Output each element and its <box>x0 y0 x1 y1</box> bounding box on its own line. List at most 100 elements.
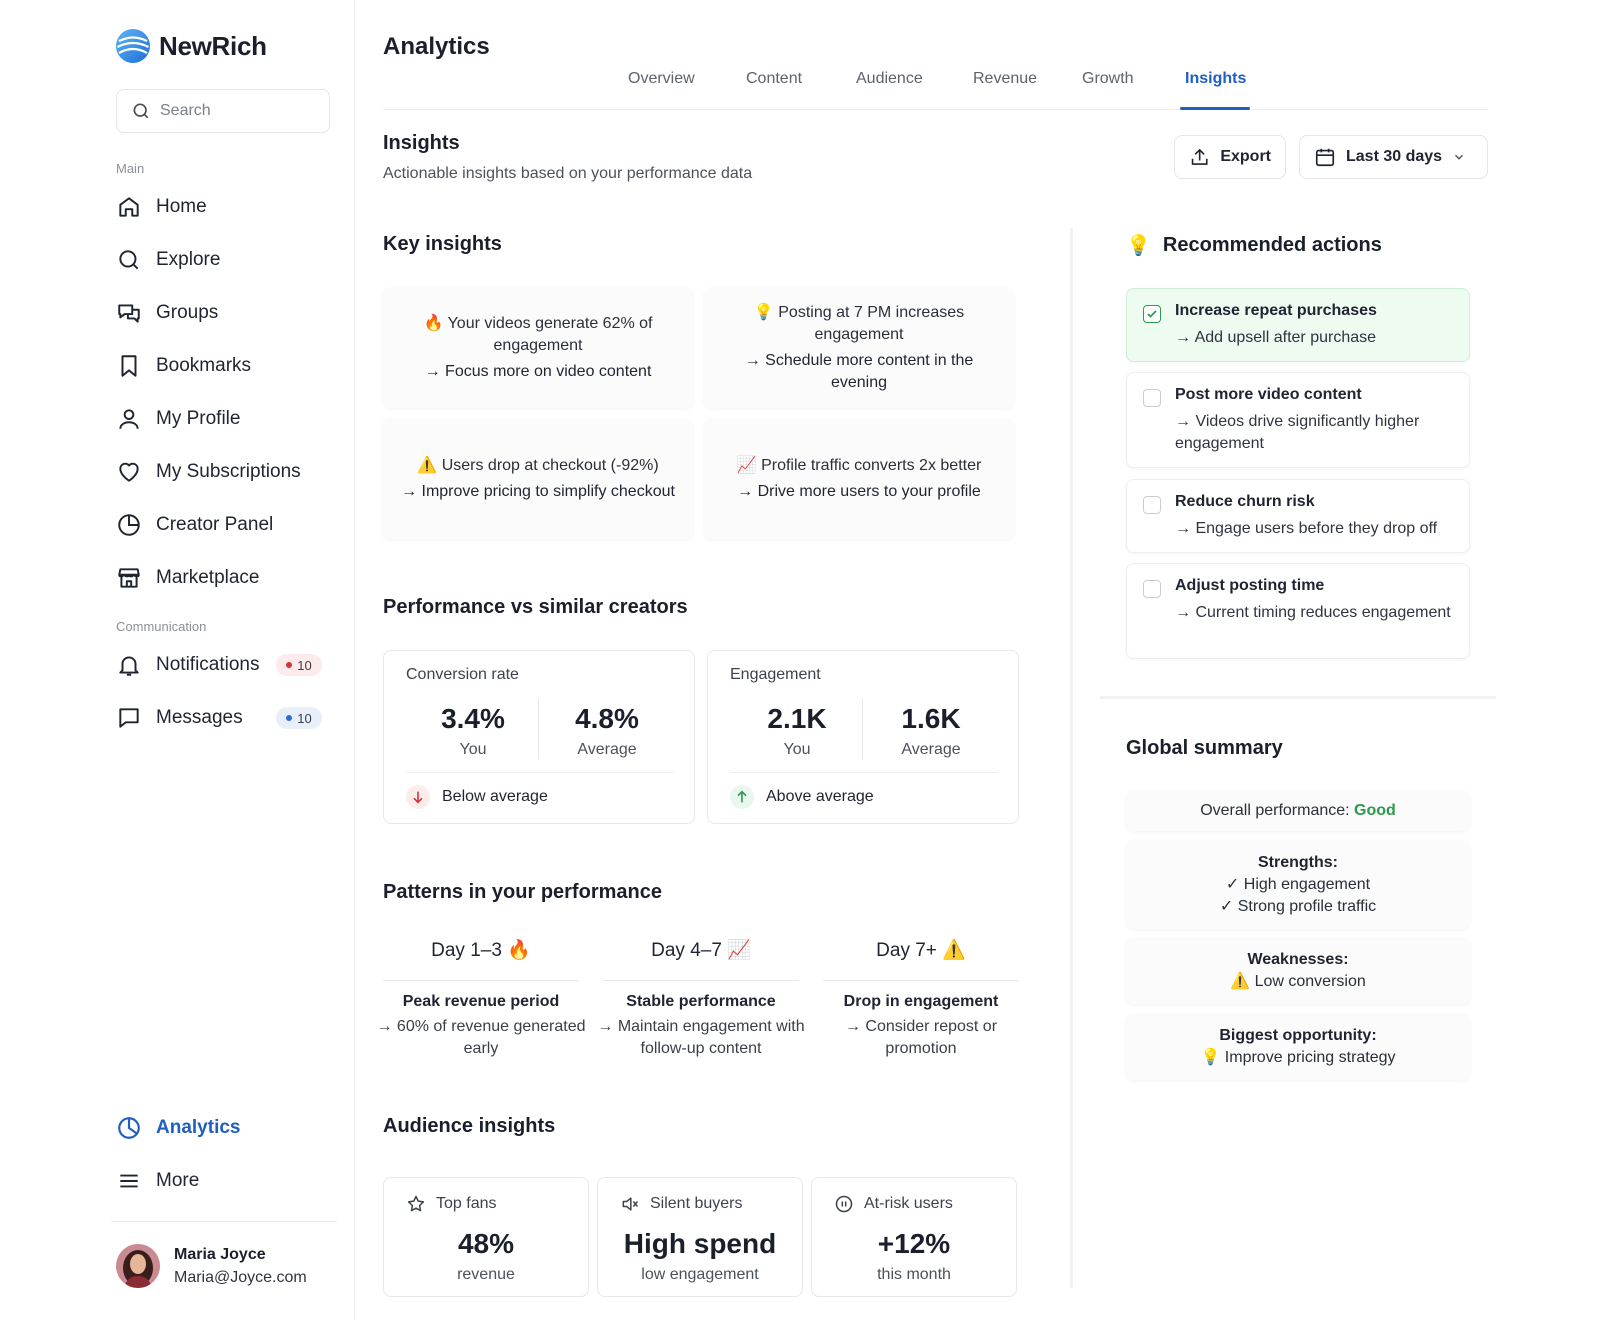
sidebar-item-marketplace[interactable]: Marketplace <box>116 561 330 595</box>
metric-label: Engagement <box>730 666 821 683</box>
sidebar-item-creator-panel[interactable]: Creator Panel <box>116 508 330 542</box>
message-icon <box>119 708 139 728</box>
audience-value: 48% <box>457 1228 515 1259</box>
audience-title: Audience insights <box>383 1115 556 1137</box>
user-email: Maria@Joyce.com <box>174 1269 307 1286</box>
metric-divider <box>730 772 998 773</box>
insight-text-value: Users drop at checkout (-92%) <box>441 457 659 474</box>
sidebar-item-groups[interactable]: Groups <box>116 296 330 330</box>
insight-card: 💡 Posting at 7 PM increases engagement →… <box>704 288 1014 408</box>
action-checkbox[interactable] <box>1143 580 1161 598</box>
action-title: Post more video content <box>1175 386 1362 403</box>
date-range-select[interactable]: Last 30 days <box>1299 135 1488 179</box>
recommended-header: 💡 Recommended actions <box>1126 233 1382 258</box>
audience-label: At-risk users <box>834 1194 953 1214</box>
tab-overview[interactable]: Overview <box>628 70 695 87</box>
action-item[interactable]: Adjust posting time → Current timing red… <box>1126 563 1470 659</box>
tab-insights[interactable]: Insights <box>1185 70 1247 87</box>
sidebar-item-messages[interactable]: Messages 10 <box>116 701 330 735</box>
performance-title: Performance vs similar creators <box>383 596 688 618</box>
fire-icon: 🔥 <box>423 315 444 332</box>
strengths-label: Strengths: <box>1258 853 1338 871</box>
sidebar-item-label: Notifications <box>156 654 260 675</box>
pattern-divider <box>823 980 1019 981</box>
action-item[interactable]: Post more video content → Videos drive s… <box>1126 372 1470 468</box>
sidebar-item-label: My Profile <box>156 408 241 429</box>
insight-text: 📈 Profile traffic converts 2x better <box>737 455 982 477</box>
action-checkbox[interactable] <box>1143 389 1161 407</box>
metric-status-label: Below average <box>442 788 548 805</box>
action-desc: → Current timing reduces engagement <box>1175 604 1451 621</box>
sidebar-item-label: Creator Panel <box>156 514 274 535</box>
brand-logo[interactable]: NewRich <box>115 28 267 64</box>
tab-growth[interactable]: Growth <box>1082 70 1134 87</box>
metric-avg-label: Average <box>577 741 637 758</box>
pause-icon <box>835 1195 853 1213</box>
pie-chart-icon <box>118 514 140 536</box>
opportunity-label: Biggest opportunity: <box>1219 1027 1377 1044</box>
logo-icon <box>116 29 150 63</box>
action-checkbox[interactable] <box>1143 496 1161 514</box>
sidebar-item-label: Marketplace <box>156 567 260 588</box>
insight-card: 📈 Profile traffic converts 2x better → D… <box>704 419 1014 539</box>
pattern-heading: Day 4–7 📈 <box>603 938 799 962</box>
audience-label-text: Top fans <box>436 1195 497 1212</box>
insight-text: ⚠️ Users drop at checkout (-92%) <box>417 455 658 477</box>
insight-action: → Drive more users to your profile <box>737 483 981 500</box>
action-item[interactable]: Increase repeat purchases → Add upsell a… <box>1126 288 1470 362</box>
audience-caption: low engagement <box>641 1266 759 1283</box>
weaknesses-label: Weaknesses: <box>1247 951 1349 968</box>
arrow-up-icon <box>730 785 754 809</box>
export-button[interactable]: Export <box>1174 135 1286 179</box>
strength-item: ✓ High engagement <box>1225 875 1371 893</box>
metric-status: Below average <box>406 785 548 809</box>
engagement-card: Engagement 2.1K You 1.6K Average Above a… <box>707 650 1019 824</box>
action-desc: → Videos drive significantly higher enga… <box>1175 413 1420 452</box>
audience-value: +12% <box>877 1228 951 1259</box>
notification-badge: 10 <box>276 654 322 676</box>
action-checkbox[interactable] <box>1143 305 1161 323</box>
sidebar-item-my-subscriptions[interactable]: My Subscriptions <box>116 455 330 489</box>
pattern-heading: Day 7+ ⚠️ <box>823 938 1019 962</box>
insight-text-value: Your videos generate 62% of engagement <box>447 315 653 354</box>
tab-content[interactable]: Content <box>746 70 803 87</box>
tab-revenue[interactable]: Revenue <box>973 70 1038 87</box>
sidebar-item-bookmarks[interactable]: Bookmarks <box>116 349 330 383</box>
section-divider <box>1100 696 1496 699</box>
search-input[interactable] <box>160 102 310 120</box>
audience-value: High spend <box>623 1228 777 1259</box>
action-item[interactable]: Reduce churn risk → Engage users before … <box>1126 479 1470 553</box>
metric-status-label: Above average <box>766 788 874 805</box>
metric-you-label: You <box>783 741 811 758</box>
sidebar-item-analytics[interactable]: Analytics <box>116 1111 330 1145</box>
tab-audience[interactable]: Audience <box>856 70 923 87</box>
action-desc: → Engage users before they drop off <box>1175 520 1438 537</box>
sidebar-item-more[interactable]: More <box>116 1164 330 1198</box>
audience-card-top-fans: Top fans 48% revenue <box>383 1177 589 1297</box>
insight-text: 🔥 Your videos generate 62% of engagement <box>399 313 677 357</box>
search-box[interactable] <box>116 89 330 133</box>
sidebar: NewRich Main Home Explore Groups Bookmar… <box>0 0 355 1320</box>
sidebar-item-home[interactable]: Home <box>116 190 330 224</box>
profile-divider <box>111 1221 337 1222</box>
insight-action: → Focus more on video content <box>424 363 652 380</box>
insight-action: → Improve pricing to simplify checkout <box>401 483 675 500</box>
avatar[interactable] <box>116 1244 160 1288</box>
summary-opportunity: Biggest opportunity: 💡 Improve pricing s… <box>1126 1014 1470 1080</box>
analytics-icon <box>118 1117 140 1139</box>
action-title: Reduce churn risk <box>1175 493 1315 510</box>
sidebar-item-label: Bookmarks <box>156 355 252 376</box>
sidebar-item-my-profile[interactable]: My Profile <box>116 402 330 436</box>
search-icon <box>133 103 149 119</box>
global-summary-title: Global summary <box>1126 737 1283 759</box>
summary-overall: Overall performance: Good <box>1126 791 1470 831</box>
conversion-rate-card: Conversion rate 3.4% You 4.8% Average Be… <box>383 650 695 824</box>
overall-value: Good <box>1354 802 1396 819</box>
audience-label: Silent buyers <box>620 1194 743 1214</box>
audience-card-at-risk-users: At-risk users +12% this month <box>811 1177 1017 1297</box>
lightbulb-icon: 💡 <box>1126 235 1151 257</box>
key-insights-title: Key insights <box>383 233 502 255</box>
sidebar-item-explore[interactable]: Explore <box>116 243 330 277</box>
sidebar-item-notifications[interactable]: Notifications 10 <box>116 648 330 682</box>
star-icon <box>407 1195 425 1212</box>
